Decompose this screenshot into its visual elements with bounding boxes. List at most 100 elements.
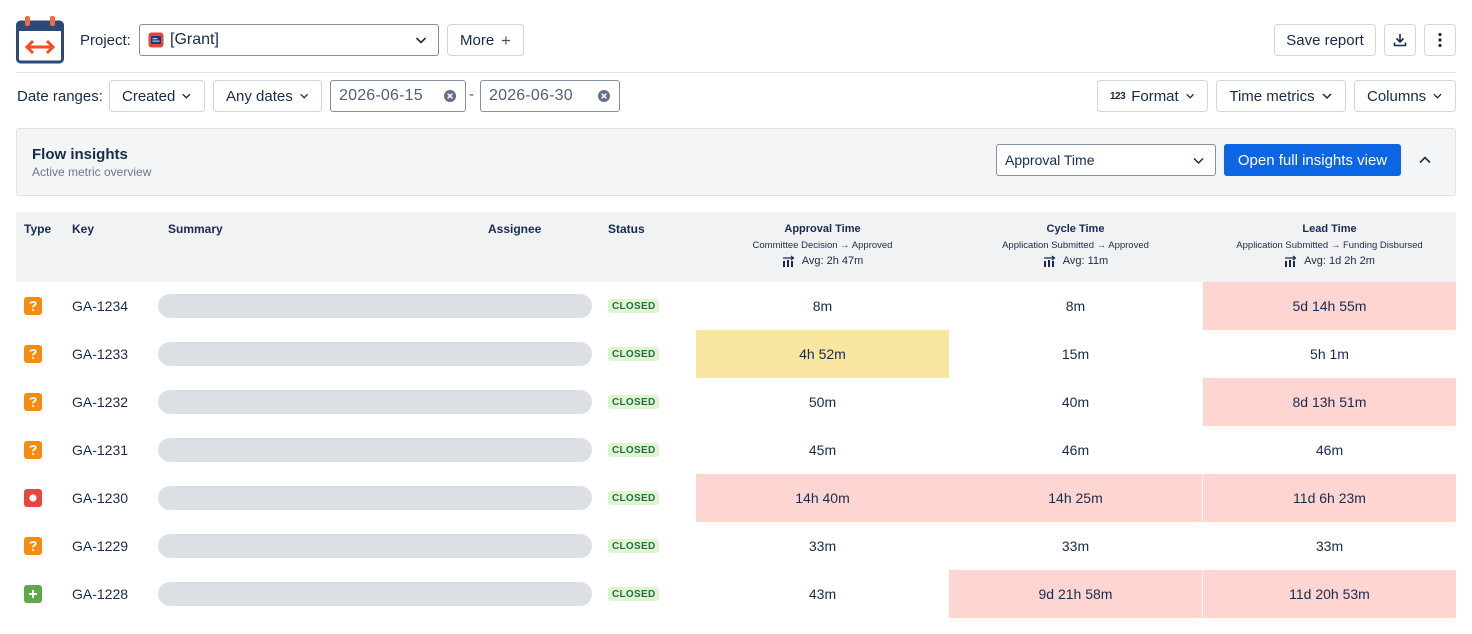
summary-redacted <box>158 438 592 462</box>
project-select[interactable]: [Grant] <box>139 24 439 56</box>
date-to-input[interactable]: 2026-06-30 <box>480 80 620 112</box>
project-selected-value: [Grant] <box>170 31 219 48</box>
status-badge: CLOSED <box>608 395 660 409</box>
table-row[interactable]: GA-1231 CLOSED 45m 46m 46m <box>16 426 1456 474</box>
chevron-up-icon <box>1419 156 1431 164</box>
status-badge: CLOSED <box>608 347 660 361</box>
cycle-time-cell: 15m <box>1061 346 1090 362</box>
time-metrics-dropdown[interactable]: Time metrics <box>1216 80 1346 112</box>
table-row[interactable]: GA-1228 CLOSED 43m 9d 21h 58m 11d 20h 53… <box>16 570 1456 618</box>
question-type-icon <box>24 297 42 315</box>
chevron-down-icon <box>1185 93 1194 99</box>
open-full-insights-button[interactable]: Open full insights view <box>1224 144 1401 176</box>
open-full-insights-label: Open full insights view <box>1237 151 1388 169</box>
cycle-time-cell: 9d 21h 58m <box>949 570 1202 618</box>
plus-icon <box>501 35 511 45</box>
metric-transition: Application Submitted → Funding Disburse… <box>1236 240 1423 251</box>
metric-title: Approval Time <box>784 223 861 235</box>
chevron-down-icon <box>182 93 191 99</box>
lead-time-cell: 11d 6h 23m <box>1203 474 1456 522</box>
issue-key[interactable]: GA-1233 <box>72 346 129 362</box>
status-badge: CLOSED <box>608 587 660 601</box>
table-row[interactable]: GA-1234 CLOSED 8m 8m 5d 14h 55m <box>16 282 1456 330</box>
issue-key[interactable]: GA-1229 <box>72 538 129 554</box>
columns-dropdown[interactable]: Columns <box>1354 80 1456 112</box>
column-header-summary[interactable]: Summary <box>168 222 223 236</box>
chevron-down-icon <box>415 37 427 44</box>
flow-insights-subtitle: Active metric overview <box>32 165 152 179</box>
clear-icon[interactable] <box>443 89 457 103</box>
column-header-status[interactable]: Status <box>608 222 645 236</box>
more-button-label: More <box>460 31 495 49</box>
table-header: Type Key Summary Assignee Status Approva… <box>16 212 1456 282</box>
table-row[interactable]: GA-1229 CLOSED 33m 33m 33m <box>16 522 1456 570</box>
header-divider <box>16 72 1456 73</box>
column-header-lead-time[interactable]: Lead Time Application Submitted → Fundin… <box>1203 223 1456 267</box>
format-dropdown[interactable]: 123 Format <box>1097 80 1208 112</box>
approval-time-cell: 45m <box>808 442 837 458</box>
chevron-down-icon <box>1193 157 1204 164</box>
lead-time-cell: 11d 20h 53m <box>1203 570 1456 618</box>
date-ranges-label: Date ranges: <box>17 88 103 105</box>
project-icon <box>148 32 164 48</box>
download-button[interactable] <box>1384 24 1416 56</box>
metric-average: Avg: 1d 2h 2m <box>1304 255 1375 267</box>
column-header-key[interactable]: Key <box>72 222 95 236</box>
time-metrics-label: Time metrics <box>1229 87 1315 105</box>
average-icon <box>782 255 795 267</box>
number-format-icon: 123 <box>1110 90 1126 102</box>
top-bar: Project: [Grant] More Save report <box>0 0 1472 72</box>
average-icon <box>1285 255 1297 267</box>
chevron-down-icon <box>1322 93 1332 100</box>
calendar-arrows-icon <box>16 16 64 64</box>
cycle-time-cell: 33m <box>1061 538 1090 554</box>
issue-key[interactable]: GA-1230 <box>72 490 129 506</box>
collapse-button[interactable] <box>1413 148 1437 172</box>
summary-redacted <box>158 342 592 366</box>
status-badge: CLOSED <box>608 299 660 313</box>
date-to-value: 2026-06-30 <box>489 87 573 104</box>
approval-time-cell: 43m <box>808 586 837 602</box>
bug-type-icon <box>24 489 42 507</box>
cycle-time-cell: 46m <box>1061 442 1090 458</box>
chevron-down-icon <box>1433 93 1442 99</box>
issue-key[interactable]: GA-1232 <box>72 394 129 410</box>
insights-metric-select[interactable]: Approval Time <box>996 144 1216 176</box>
question-type-icon <box>24 393 42 411</box>
table-row[interactable]: GA-1233 CLOSED 4h 52m 15m 5h 1m <box>16 330 1456 378</box>
status-badge: CLOSED <box>608 491 660 505</box>
date-range-separator: - <box>469 86 474 103</box>
question-type-icon <box>24 537 42 555</box>
format-label: Format <box>1131 87 1179 105</box>
more-button[interactable]: More <box>447 24 524 56</box>
any-dates-dropdown[interactable]: Any dates <box>213 80 322 112</box>
metric-transition: Application Submitted → Approved <box>1002 240 1149 251</box>
new-feature-type-icon <box>24 585 42 603</box>
save-report-button[interactable]: Save report <box>1274 24 1376 56</box>
created-label: Created <box>122 87 176 105</box>
issue-key[interactable]: GA-1231 <box>72 442 129 458</box>
column-header-type[interactable]: Type <box>24 222 52 236</box>
lead-time-cell: 46m <box>1315 442 1344 458</box>
date-from-input[interactable]: 2026-06-15 <box>330 80 466 112</box>
question-type-icon <box>24 345 42 363</box>
approval-time-cell: 8m <box>812 298 833 314</box>
more-actions-button[interactable] <box>1424 24 1456 56</box>
status-badge: CLOSED <box>608 443 660 457</box>
column-header-approval-time[interactable]: Approval Time Committee Decision → Appro… <box>696 223 949 267</box>
table-row[interactable]: GA-1232 CLOSED 50m 40m 8d 13h 51m <box>16 378 1456 426</box>
issue-key[interactable]: GA-1228 <box>72 586 129 602</box>
insights-metric-value: Approval Time <box>1005 152 1095 168</box>
column-header-cycle-time[interactable]: Cycle Time Application Submitted → Appro… <box>949 223 1202 267</box>
cycle-time-cell: 14h 25m <box>949 474 1202 522</box>
created-dropdown[interactable]: Created <box>109 80 205 112</box>
column-header-assignee[interactable]: Assignee <box>488 222 542 236</box>
metric-average: Avg: 11m <box>1062 255 1109 267</box>
cycle-time-cell: 40m <box>1061 394 1090 410</box>
approval-time-cell: 33m <box>808 538 837 554</box>
question-type-icon <box>24 441 42 459</box>
issue-key[interactable]: GA-1234 <box>72 298 129 314</box>
table-row[interactable]: GA-1230 CLOSED 14h 40m 14h 25m 11d 6h 23… <box>16 474 1456 522</box>
clear-icon[interactable] <box>597 89 611 103</box>
summary-redacted <box>158 486 592 510</box>
